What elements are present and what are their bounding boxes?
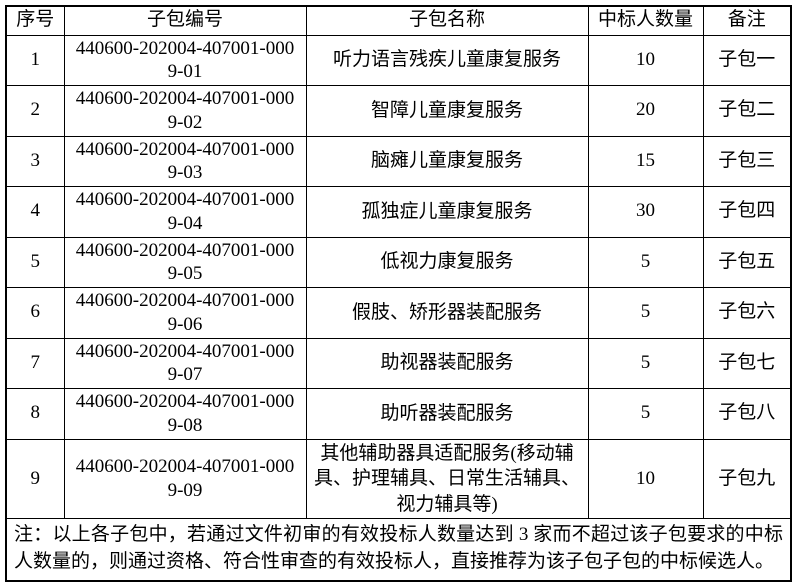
table-row: 8 440600-202004-407001-0009-08 助听器装配服务 5… — [5, 388, 792, 440]
cell-count: 15 — [587, 135, 704, 187]
cell-seq: 4 — [5, 186, 65, 238]
cell-code: 440600-202004-407001-0009-02 — [63, 85, 307, 137]
cell-seq: 5 — [5, 236, 65, 288]
cell-name: 脑瘫儿童康复服务 — [305, 135, 589, 187]
cell-name: 助视器装配服务 — [305, 337, 589, 389]
column-header-remark: 备注 — [702, 5, 792, 36]
cell-name: 助听器装配服务 — [305, 388, 589, 440]
table-row: 4 440600-202004-407001-0009-04 孤独症儿童康复服务… — [5, 186, 792, 238]
cell-code: 440600-202004-407001-0009-07 — [63, 337, 307, 389]
column-header-seq: 序号 — [5, 5, 65, 36]
cell-remark: 子包二 — [702, 85, 792, 137]
cell-seq: 3 — [5, 135, 65, 187]
table-row: 1 440600-202004-407001-0009-01 听力语言残疾儿童康… — [5, 34, 792, 86]
note-text: 注：以上各子包中，若通过文件初审的有效投标人数量达到 3 家而不超过该子包要求的… — [5, 518, 792, 582]
cell-seq: 8 — [5, 388, 65, 440]
column-header-name: 子包名称 — [305, 5, 589, 36]
cell-name: 低视力康复服务 — [305, 236, 589, 288]
table-row: 7 440600-202004-407001-0009-07 助视器装配服务 5… — [5, 337, 792, 389]
note-row: 注：以上各子包中，若通过文件初审的有效投标人数量达到 3 家而不超过该子包要求的… — [5, 518, 792, 582]
cell-count: 5 — [587, 287, 704, 339]
cell-name: 假肢、矫形器装配服务 — [305, 287, 589, 339]
cell-code: 440600-202004-407001-0009-09 — [63, 438, 307, 520]
cell-seq: 2 — [5, 85, 65, 137]
cell-count: 30 — [587, 186, 704, 238]
cell-count: 5 — [587, 236, 704, 288]
table-header-row: 序号 子包编号 子包名称 中标人数量 备注 — [5, 5, 792, 36]
cell-count: 10 — [587, 34, 704, 86]
cell-remark: 子包四 — [702, 186, 792, 238]
cell-count: 10 — [587, 438, 704, 520]
table-row: 3 440600-202004-407001-0009-03 脑瘫儿童康复服务 … — [5, 135, 792, 187]
cell-code: 440600-202004-407001-0009-08 — [63, 388, 307, 440]
cell-remark: 子包一 — [702, 34, 792, 86]
column-header-count: 中标人数量 — [587, 5, 704, 36]
cell-remark: 子包七 — [702, 337, 792, 389]
table-row: 2 440600-202004-407001-0009-02 智障儿童康复服务 … — [5, 85, 792, 137]
cell-remark: 子包八 — [702, 388, 792, 440]
cell-name: 其他辅助器具适配服务(移动辅具、护理辅具、日常生活辅具、视力辅具等) — [305, 438, 589, 520]
table-row: 9 440600-202004-407001-0009-09 其他辅助器具适配服… — [5, 438, 792, 520]
cell-seq: 1 — [5, 34, 65, 86]
cell-code: 440600-202004-407001-0009-05 — [63, 236, 307, 288]
cell-count: 5 — [587, 388, 704, 440]
cell-count: 20 — [587, 85, 704, 137]
cell-code: 440600-202004-407001-0009-04 — [63, 186, 307, 238]
cell-seq: 6 — [5, 287, 65, 339]
cell-name: 智障儿童康复服务 — [305, 85, 589, 137]
cell-code: 440600-202004-407001-0009-01 — [63, 34, 307, 86]
cell-count: 5 — [587, 337, 704, 389]
column-header-code: 子包编号 — [63, 5, 307, 36]
cell-name: 孤独症儿童康复服务 — [305, 186, 589, 238]
cell-remark: 子包六 — [702, 287, 792, 339]
cell-seq: 9 — [5, 438, 65, 520]
cell-remark: 子包九 — [702, 438, 792, 520]
cell-code: 440600-202004-407001-0009-03 — [63, 135, 307, 187]
cell-name: 听力语言残疾儿童康复服务 — [305, 34, 589, 86]
cell-code: 440600-202004-407001-0009-06 — [63, 287, 307, 339]
cell-remark: 子包三 — [702, 135, 792, 187]
subpackage-table: 序号 子包编号 子包名称 中标人数量 备注 1 440600-202004-40… — [5, 5, 792, 583]
cell-seq: 7 — [5, 337, 65, 389]
table-row: 5 440600-202004-407001-0009-05 低视力康复服务 5… — [5, 236, 792, 288]
table-row: 6 440600-202004-407001-0009-06 假肢、矫形器装配服… — [5, 287, 792, 339]
cell-remark: 子包五 — [702, 236, 792, 288]
